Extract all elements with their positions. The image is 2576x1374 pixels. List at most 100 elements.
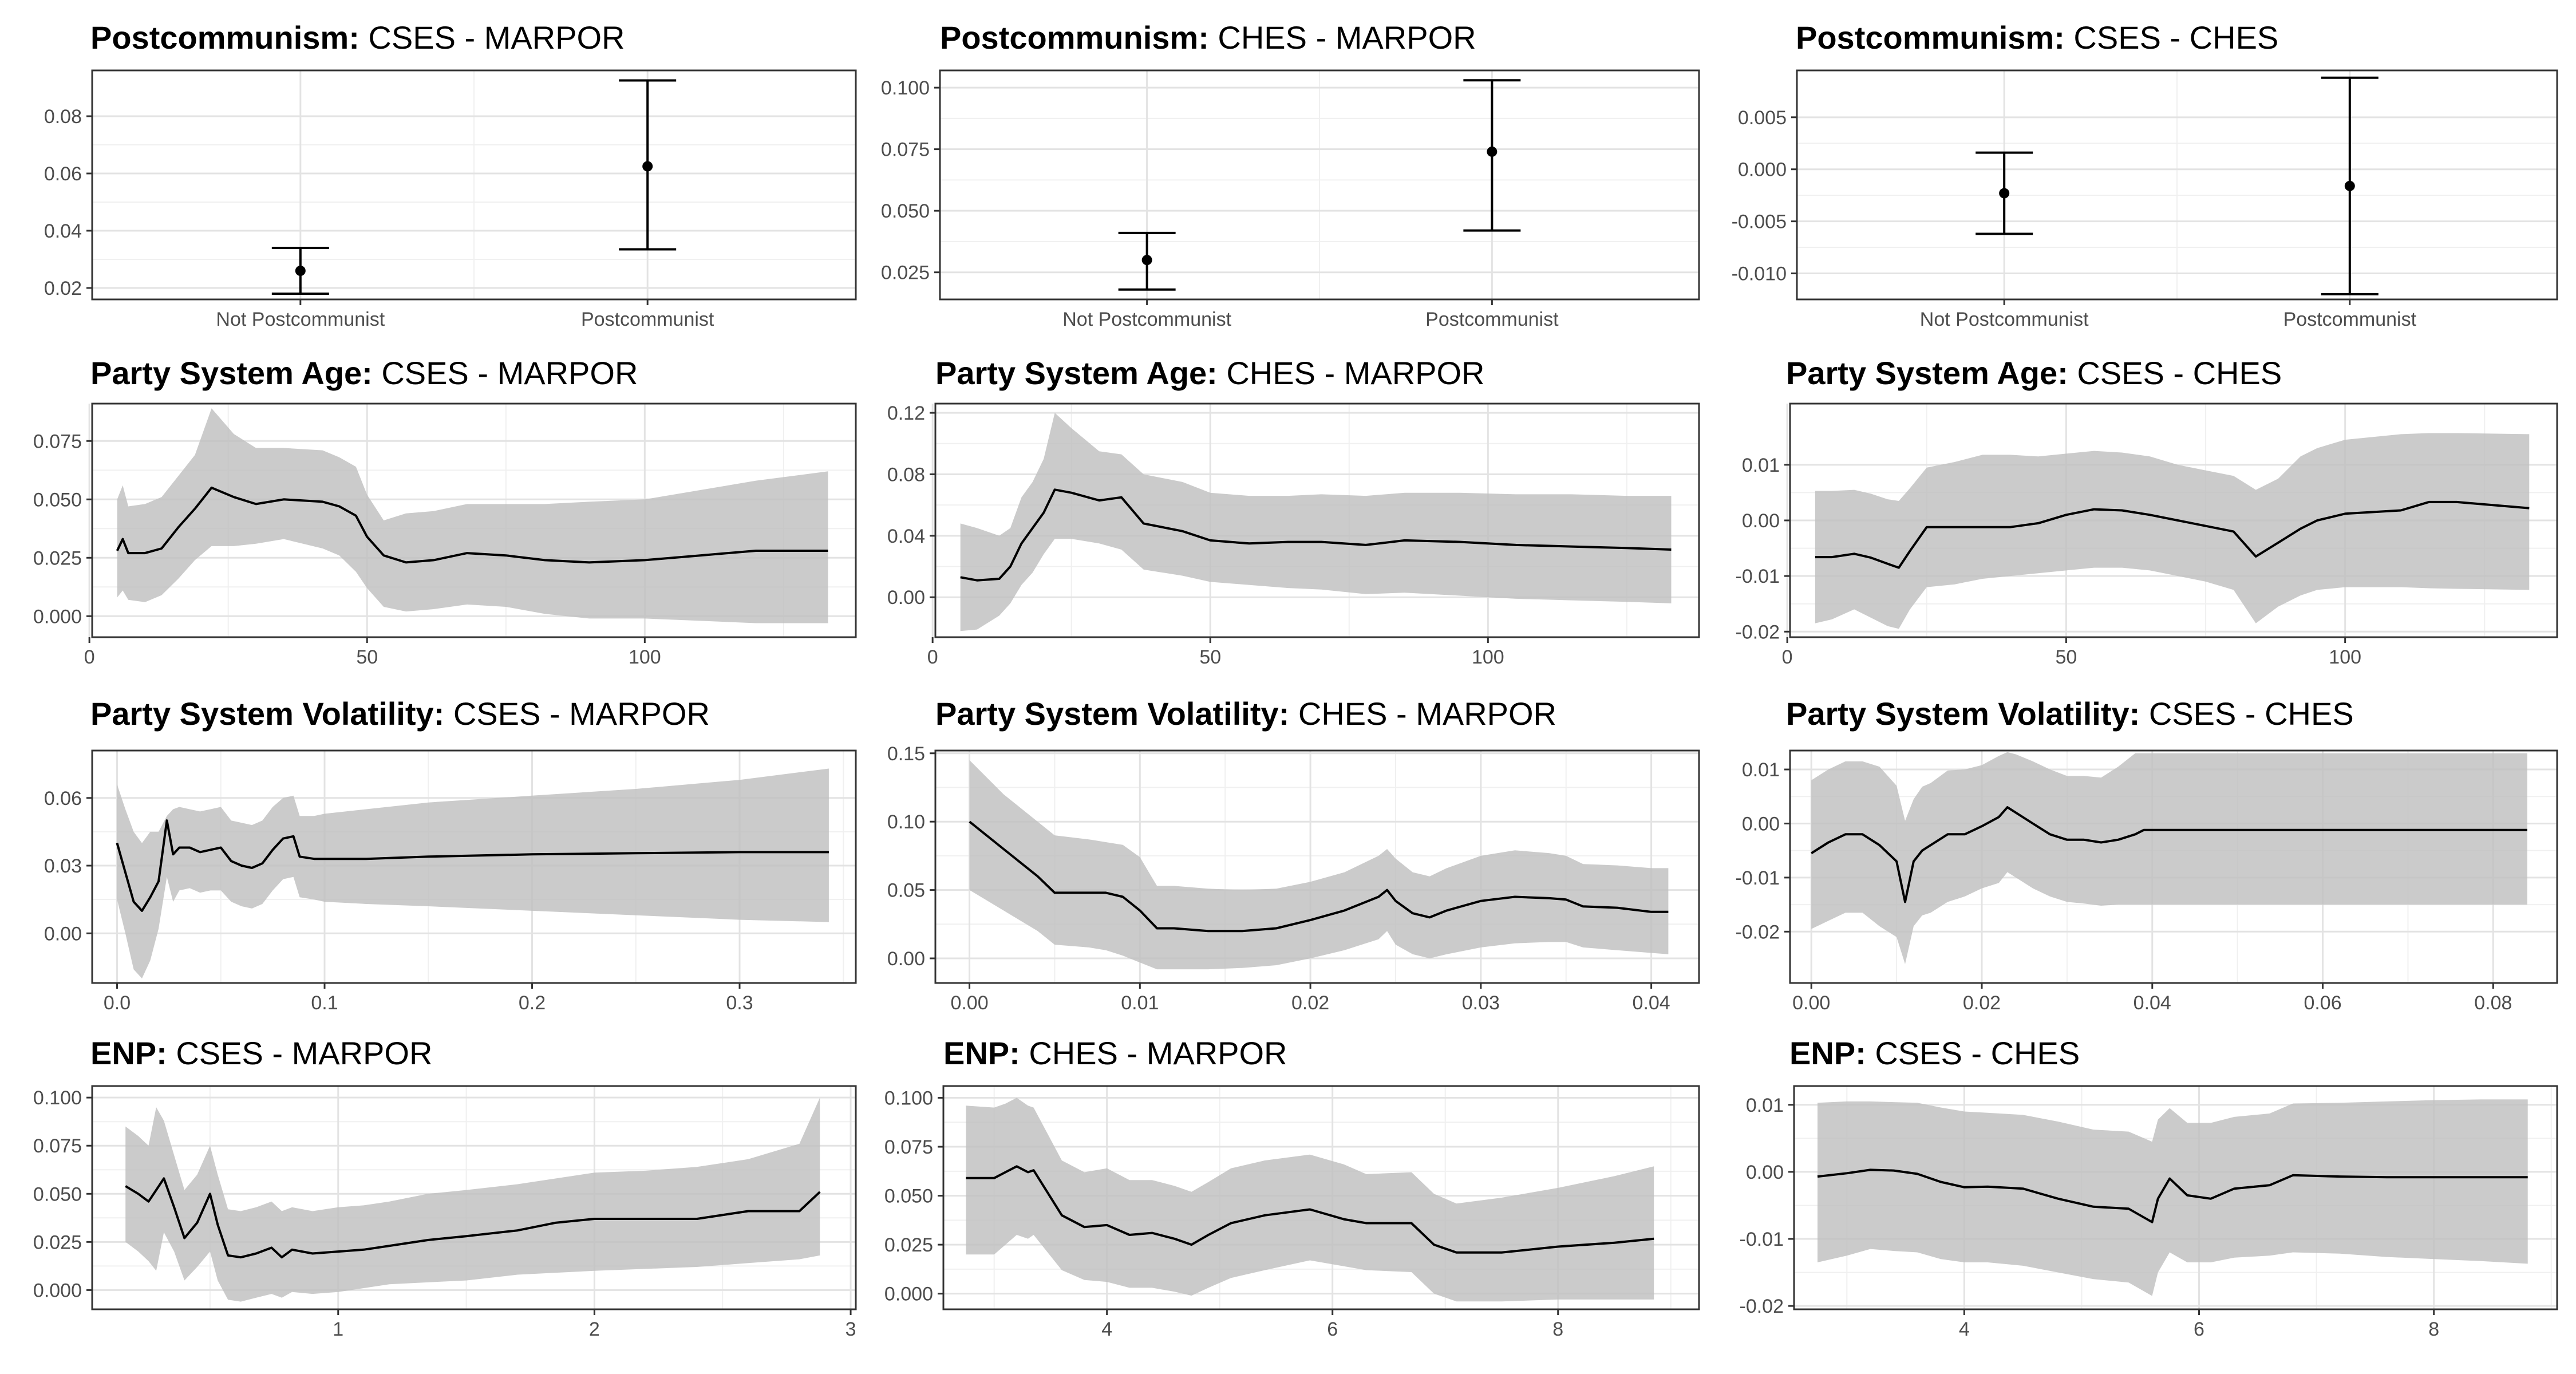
confidence-ribbon [117,408,828,623]
y-tick-label: 0.100 [884,1088,933,1110]
confidence-ribbon [1811,752,2527,964]
chart-panel: 0.02 0.04 0.06 0.08 Not Postcommunist Postcom… [44,69,857,330]
y-tick-label: 0.01 [1746,1095,1784,1116]
x-tick-label: 0.2 [519,992,546,1014]
confidence-ribbon [1815,433,2530,629]
point-estimate [1487,146,1498,157]
x-tick-label: 0.00 [950,992,988,1014]
y-tick-label: 0.050 [881,200,930,222]
y-tick-label: 0.075 [884,1136,933,1158]
x-tick-label: Postcommunist [581,309,714,330]
y-tick-label: 0.075 [881,139,930,161]
panel-title-bold: Party System Age: [90,355,373,391]
y-tick-label: 0.08 [44,106,82,128]
y-tick-label: 0.025 [33,547,82,569]
chart-panel: 0.000 0.025 0.050 0.075 0.100 4 6 8 [884,1085,1700,1340]
x-tick-label: 100 [2329,646,2361,668]
y-tick-label: -0.02 [1736,621,1780,643]
x-tick-label: 8 [2428,1318,2439,1340]
panel-border [942,1085,1700,1310]
x-tick-label: 0.1 [311,992,338,1014]
x-tick-label: 100 [1472,646,1504,668]
panel-title-bold: Postcommunism: [1796,19,2065,56]
x-tick-label: 0.04 [2134,992,2171,1014]
estimate-line [125,1177,821,1259]
y-tick-label: 0.025 [881,262,930,284]
x-tick-label: 0.04 [1633,992,1670,1014]
y-tick-label: 0.100 [33,1087,82,1109]
y-tick-label: -0.005 [1732,211,1787,233]
x-tick-label: 6 [1327,1318,1338,1340]
panel-title-rest: CSES - CHES [2140,696,2354,732]
chart-panel: 0.000 0.025 0.050 0.075 0 50 100 [33,402,857,668]
point-estimate [642,161,653,172]
y-tick-label: 0.000 [33,606,82,627]
y-tick-label: 0.00 [44,923,82,945]
panel-title: ENP: CHES - MARPOR [943,1037,1287,1069]
y-tick-label: 0.03 [44,855,82,877]
panel-title: Postcommunism: CSES - MARPOR [90,22,625,54]
panel-border [91,1085,857,1310]
panel-title: ENP: CSES - CHES [1789,1037,2080,1069]
estimate-line [969,820,1669,933]
y-tick-label: 0.00 [887,587,925,609]
y-tick-label: 0.06 [44,163,82,185]
panel-title: ENP: CSES - MARPOR [90,1037,432,1069]
y-tick-label: 0.02 [44,278,82,299]
y-tick-label: 0.12 [887,402,925,424]
panel-border [934,402,1700,638]
panel-title-rest: CSES - CHES [2064,19,2279,56]
confidence-ribbon [969,760,1669,970]
y-tick-label: 0.00 [1742,510,1780,532]
x-tick-label: 0.03 [1462,992,1500,1014]
x-tick-label: 50 [2055,646,2077,668]
panel-border [91,749,857,984]
panel-title-bold: Party System Age: [1786,355,2068,391]
x-tick-label: 0 [1782,646,1793,668]
panel-title-rest: CHES - MARPOR [1020,1035,1287,1071]
y-tick-label: 0.050 [33,1183,82,1205]
x-tick-label: 0.02 [1291,992,1329,1014]
y-tick-label: -0.010 [1732,263,1787,285]
panel-border [91,402,857,638]
x-tick-label: Not Postcommunist [1920,309,2089,330]
x-tick-label: 0.3 [726,992,753,1014]
y-tick-label: 0.08 [887,464,925,485]
panel-title-bold: Party System Age: [935,355,1218,391]
chart-panel: 0.00 0.05 0.10 0.15 0.00 0.01 0.02 0.03 0.04 [887,743,1700,1014]
estimate-line [1815,500,2530,569]
y-tick-label: 0.01 [1742,455,1780,476]
panel-title: Party System Age: CSES - CHES [1786,357,2282,389]
panel-title-rest: CSES - CHES [2068,355,2282,391]
panel-title-rest: CHES - MARPOR [1217,355,1485,391]
panel-title-bold: Party System Volatility: [935,696,1290,732]
panel-title: Party System Volatility: CHES - MARPOR [935,698,1556,730]
y-tick-label: 0.000 [1738,159,1787,181]
x-tick-label: 6 [2194,1318,2204,1340]
x-tick-label: 0.0 [104,992,131,1014]
confidence-ribbon [1818,1099,2528,1296]
estimate-line [1817,1168,2528,1223]
x-tick-label: 50 [356,646,378,668]
panel-title: Party System Volatility: CSES - CHES [1786,698,2354,730]
panel-title: Postcommunism: CHES - MARPOR [940,22,1476,54]
point-estimate [2344,180,2355,191]
panel-title: Party System Age: CHES - MARPOR [935,357,1485,389]
panel-title: Postcommunism: CSES - CHES [1796,22,2278,54]
x-tick-label: 0.02 [1963,992,2001,1014]
chart-panel: 0.025 0.050 0.075 0.100 Not Postcommunist Pos… [881,69,1700,330]
confidence-ribbon [125,1097,820,1302]
y-tick-label: 0.06 [44,788,82,810]
panel-title: Party System Volatility: CSES - MARPOR [90,698,710,730]
panel-border [1793,1085,2558,1310]
panel-title-bold: ENP: [90,1035,167,1071]
chart-panel: 0.00 0.04 0.08 0.12 0 50 100 [887,402,1700,668]
panel-border [91,69,857,301]
x-tick-label: 2 [589,1318,600,1340]
panel-title-rest: CHES - MARPOR [1289,696,1556,732]
y-tick-label: 0.075 [33,1135,82,1157]
panel-title-rest: CSES - MARPOR [359,19,625,56]
panel-title-rest: CSES - MARPOR [167,1035,433,1071]
panel-title-rest: CSES - MARPOR [444,696,710,732]
